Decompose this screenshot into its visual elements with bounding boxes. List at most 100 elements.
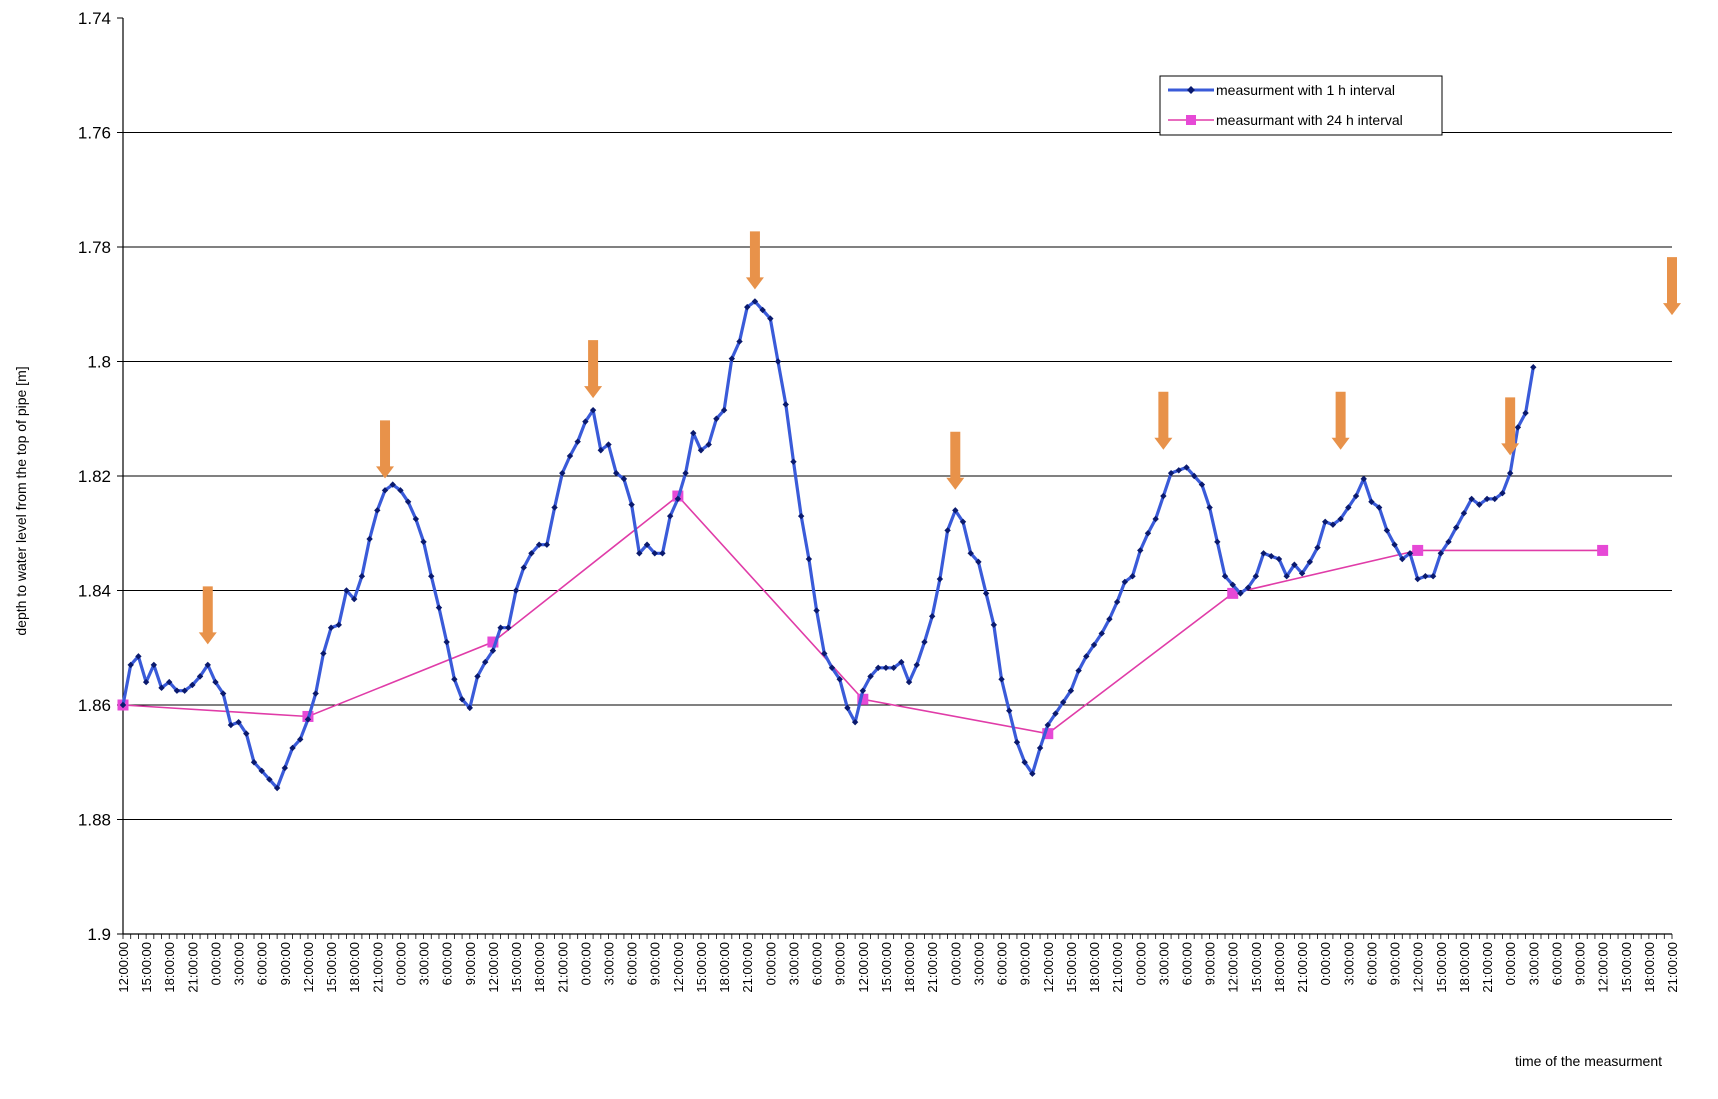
x-tick-label: 0:00:00 [948, 942, 963, 985]
x-axis-label: time of the measurment [1515, 1053, 1662, 1069]
series-1h-point [566, 452, 574, 460]
series-1h-point [1445, 538, 1452, 546]
series-1h-point [1252, 572, 1260, 580]
y-tick-label: 1.88 [78, 811, 111, 830]
x-tick-label: 9:00:00 [1573, 942, 1588, 985]
series-1h-point [1237, 590, 1244, 597]
x-tick-label: 18:00:00 [1457, 942, 1472, 993]
series-1h-point [944, 527, 951, 534]
series-1h-point [1414, 575, 1421, 583]
series-1h-point [204, 661, 211, 669]
annotation-arrow [584, 340, 603, 399]
series-1h-point [158, 684, 165, 692]
series-1h-point [320, 650, 327, 657]
series-1h-point [921, 638, 928, 646]
series-1h-point [1352, 492, 1360, 500]
series-1h-point [451, 676, 458, 683]
series-1h-point [890, 664, 897, 671]
x-tick-label: 3:00:00 [232, 942, 247, 985]
y-tick-label: 1.84 [78, 582, 111, 601]
series-1h-point [1190, 472, 1198, 480]
series-1h-point [1106, 615, 1113, 623]
series-1h-point [967, 550, 974, 557]
x-tick-label: 18:00:00 [1272, 942, 1287, 993]
series-1h-point [435, 604, 443, 611]
series-1h-point [1522, 409, 1529, 417]
annotation-arrow [1501, 397, 1520, 456]
series-1h-point [142, 678, 150, 686]
series-1h-point [597, 447, 605, 454]
x-tick-label: 0:00:00 [763, 942, 778, 985]
series-1h-point [998, 676, 1005, 683]
x-tick-label: 18:00:00 [532, 942, 547, 993]
x-tick-label: 15:00:00 [694, 942, 709, 993]
series-1h-point [589, 406, 597, 414]
series-1h-point [266, 776, 273, 783]
x-tick-label: 9:00:00 [463, 942, 478, 985]
series-1h-point [1029, 770, 1036, 777]
x-tick-label: 6:00:00 [810, 942, 825, 985]
x-tick-label: 15:00:00 [1434, 942, 1449, 993]
y-tick-label: 1.9 [87, 925, 111, 944]
annotation-arrow [745, 231, 764, 290]
series-24h-point [857, 693, 869, 705]
y-tick-label: 1.86 [78, 696, 111, 715]
series-1h-point [1460, 510, 1468, 517]
series-1h-point [497, 624, 504, 631]
series-1h-point [189, 681, 196, 689]
annotation-arrows [198, 231, 1681, 645]
series-1h-point [374, 507, 381, 514]
series-1h-point [135, 653, 142, 660]
legend-box [1159, 75, 1443, 136]
series-1h-point [1144, 530, 1152, 537]
series-1h-point [181, 687, 188, 694]
series-1h-point [1260, 550, 1267, 557]
legend-swatch-24h-marker [1186, 115, 1196, 125]
annotation-arrow [1663, 257, 1681, 316]
series-1h-point [844, 704, 851, 712]
x-tick-label: 21:00:00 [370, 942, 385, 993]
series-1h-point [744, 303, 751, 311]
y-tick-label: 1.76 [78, 124, 111, 143]
series-1h-point [304, 716, 312, 723]
series-1h-point [836, 676, 843, 683]
series-1h-point [828, 664, 836, 671]
annotation-arrow [198, 586, 217, 645]
x-tick-label: 12:00:00 [1041, 942, 1056, 993]
series-1h-point [1453, 524, 1460, 531]
x-tick-label: 21:00:00 [1665, 942, 1680, 993]
series-1h-point [605, 441, 612, 448]
series-1h-point [366, 535, 373, 543]
series-1h-point [821, 650, 828, 657]
series-1h-point [443, 638, 450, 646]
series-1h-point [404, 498, 412, 505]
x-tick-label: 6:00:00 [625, 942, 640, 985]
x-tick-label: 18:00:00 [1087, 942, 1102, 993]
x-tick-label: 0:00:00 [1133, 942, 1148, 985]
series-1h-point [482, 658, 489, 666]
x-tick-label: 15:00:00 [1249, 942, 1264, 993]
series-1h-point [982, 590, 990, 597]
series-1h-point [959, 518, 967, 525]
series-1h-point [1075, 667, 1082, 674]
series-1h-point [1036, 744, 1044, 752]
series-1h-point [620, 475, 628, 483]
series-1h-point [1491, 495, 1498, 503]
series-1h-point [643, 541, 651, 548]
series-1h-point [1175, 467, 1182, 474]
series-1h-point [1360, 475, 1367, 483]
series-1h-point [813, 607, 820, 614]
annotation-arrow [376, 420, 395, 479]
x-tick-label: 12:00:00 [486, 942, 501, 993]
y-tick-labels: 1.74 1.76 1.78 1.8 1.82 1.84 1.86 1.88 1.9 [78, 9, 111, 944]
x-tick-label: 12:00:00 [671, 942, 686, 993]
x-tick-label: 9:00:00 [1018, 942, 1033, 985]
legend: measurment with 1 h interval measurmant … [1159, 75, 1443, 136]
series-1h-point [1167, 469, 1175, 477]
series-1h-point [636, 550, 643, 557]
series-1h-point [767, 315, 774, 322]
series-1h-point [1483, 495, 1491, 503]
x-tick-label: 6:00:00 [995, 942, 1010, 985]
